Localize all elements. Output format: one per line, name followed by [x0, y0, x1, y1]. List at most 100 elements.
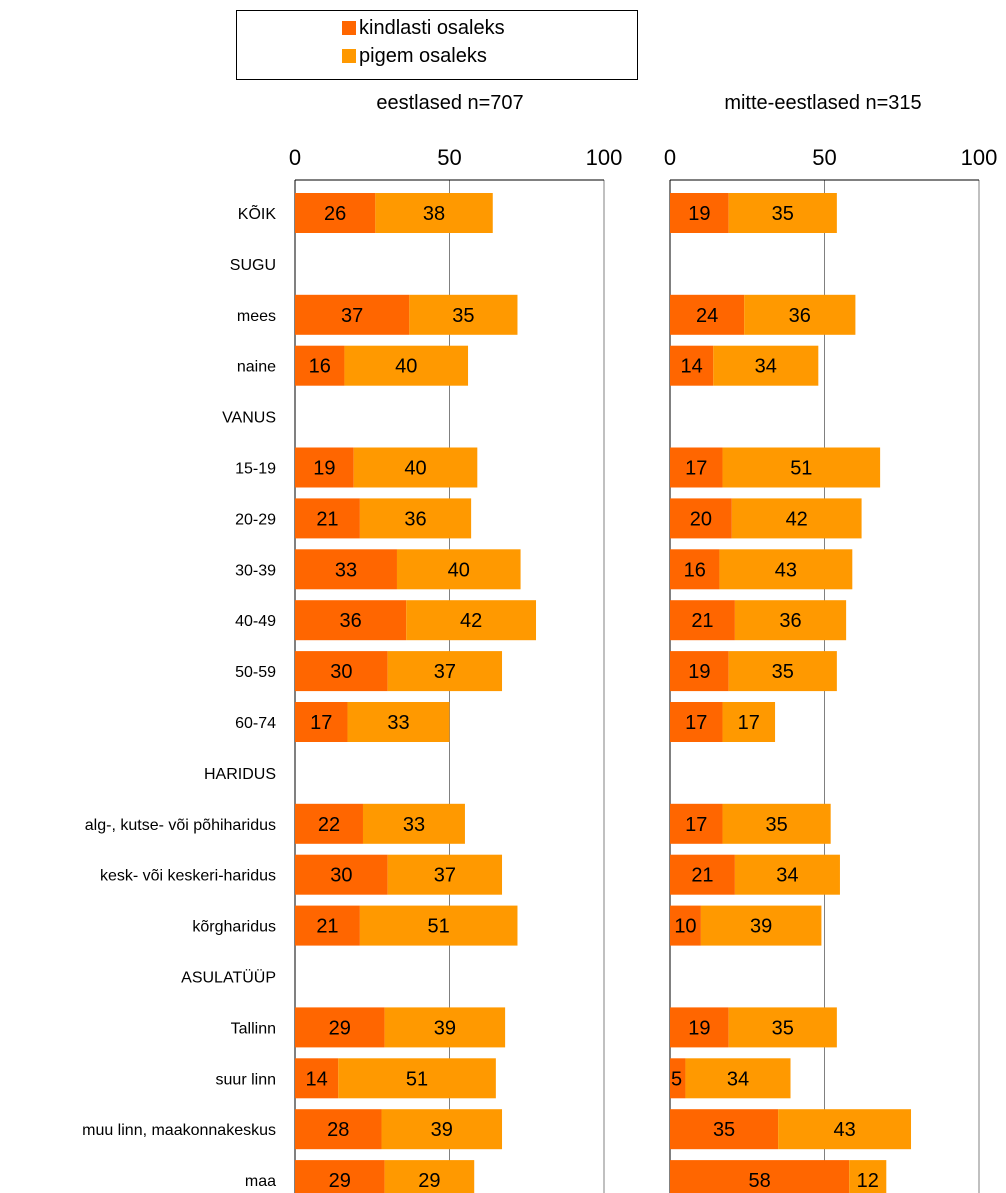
bar-label-0-1-9: 37	[434, 661, 456, 683]
bar-label-0-1-2: 35	[452, 305, 474, 327]
legend-item-pigem: pigem osaleks	[342, 44, 487, 68]
bar-1-1-16	[728, 1007, 837, 1048]
bar-0-0-7	[295, 549, 397, 590]
bar-0-1-10	[347, 702, 450, 742]
bar-label-0-0-0: 26	[324, 203, 346, 225]
bar-1-0-0	[670, 193, 729, 233]
bar-label-1-0-9: 19	[688, 661, 710, 683]
bar-label-0-0-17: 14	[306, 1068, 328, 1090]
category-label-13: kesk- või keskeri-haridus	[100, 868, 276, 885]
x-tick-label-0-50: 50	[437, 145, 461, 170]
bar-label-1-1-7: 43	[775, 559, 797, 581]
bar-label-1-1-0: 35	[772, 203, 794, 225]
bar-1-1-2	[744, 294, 856, 335]
legend-swatch-kindlasti	[342, 21, 356, 35]
legend-item-kindlasti: kindlasti osaleks	[342, 16, 505, 40]
x-tick-label-1-100: 100	[961, 145, 998, 170]
bar-1-0-6	[670, 498, 732, 539]
category-label-18: muu linn, maakonnakeskus	[82, 1122, 276, 1139]
bar-label-1-0-6: 20	[690, 508, 712, 530]
x-tick-label-0-100: 100	[586, 145, 623, 170]
bar-1-0-14	[670, 905, 701, 946]
category-label-10: 60-74	[235, 715, 276, 732]
x-tick-label-0-0: 0	[289, 145, 301, 170]
bar-label-1-0-3: 14	[681, 356, 703, 378]
category-label-14: kõrgharidus	[192, 919, 276, 936]
bar-label-0-0-10: 17	[310, 712, 332, 734]
bar-label-0-0-7: 33	[335, 559, 357, 581]
bar-0-0-16	[295, 1007, 385, 1048]
bar-1-1-6	[731, 498, 862, 539]
bar-1-1-7	[719, 549, 853, 590]
bar-label-0-0-8: 36	[339, 610, 361, 632]
bar-label-0-1-7: 40	[448, 559, 470, 581]
bar-0-0-12	[295, 803, 363, 844]
bar-0-0-10	[295, 702, 348, 742]
bar-1-0-7	[670, 549, 720, 590]
bar-1-1-3	[713, 345, 819, 386]
category-label-1: SUGU	[230, 257, 276, 274]
bar-1-0-10	[670, 702, 723, 742]
category-label-15: ASULATÜÜP	[181, 969, 276, 987]
bar-label-0-0-13: 30	[330, 865, 352, 887]
category-label-12: alg-, kutse- või põhiharidus	[85, 817, 276, 834]
bar-0-1-14	[359, 905, 518, 946]
bar-label-1-0-16: 19	[688, 1017, 710, 1039]
legend-swatch-pigem	[342, 49, 356, 63]
bar-0-0-18	[295, 1109, 382, 1150]
bar-0-0-17	[295, 1058, 339, 1099]
bar-label-1-0-8: 21	[691, 610, 713, 632]
bar-label-0-1-10: 33	[387, 712, 409, 734]
bar-0-0-13	[295, 854, 388, 895]
bar-label-1-0-14: 10	[674, 916, 696, 938]
bar-label-0-0-2: 37	[341, 305, 363, 327]
bar-0-1-8	[406, 600, 537, 641]
bar-1-1-8	[734, 600, 847, 641]
bar-label-1-1-2: 36	[789, 305, 811, 327]
bar-label-0-1-12: 33	[403, 814, 425, 836]
category-label-9: 50-59	[235, 664, 276, 681]
bar-label-0-0-16: 29	[329, 1017, 351, 1039]
category-label-11: HARIDUS	[204, 766, 276, 783]
panel-title-0: eestlased n=707	[376, 92, 523, 114]
bar-label-0-1-8: 42	[460, 610, 482, 632]
bar-0-0-0	[295, 193, 376, 233]
bar-1-1-5	[722, 447, 881, 488]
bar-1-1-14	[700, 905, 822, 946]
bar-label-1-1-16: 35	[772, 1017, 794, 1039]
bar-label-1-1-19: 12	[857, 1170, 879, 1192]
bar-1-1-12	[722, 803, 831, 844]
bar-label-0-1-18: 39	[431, 1119, 453, 1141]
legend-label-kindlasti: kindlasti osaleks	[359, 16, 505, 39]
bar-1-1-0	[728, 193, 837, 233]
bar-1-0-19	[670, 1160, 850, 1193]
bar-1-0-13	[670, 854, 735, 895]
x-tick-label-1-50: 50	[812, 145, 836, 170]
bar-label-1-0-13: 21	[691, 865, 713, 887]
bar-1-1-9	[728, 651, 837, 692]
bar-1-1-13	[734, 854, 840, 895]
category-label-3: naine	[237, 359, 276, 376]
x-tick-label-1-0: 0	[664, 145, 676, 170]
bar-1-0-17	[670, 1058, 686, 1099]
bar-0-0-2	[295, 294, 410, 335]
bar-label-1-0-19: 58	[748, 1170, 770, 1192]
bar-0-1-9	[387, 651, 503, 692]
bar-label-0-1-17: 51	[406, 1068, 428, 1090]
chart-legend: kindlasti osaleks pigem osaleks	[236, 10, 638, 80]
bar-0-0-9	[295, 651, 388, 692]
panel-title-1: mitte-eestlased n=315	[724, 92, 921, 114]
bar-1-0-12	[670, 803, 723, 844]
bar-label-0-0-18: 28	[327, 1119, 349, 1141]
bar-1-0-8	[670, 600, 735, 641]
bar-label-0-0-9: 30	[330, 661, 352, 683]
bar-label-1-1-12: 35	[765, 814, 787, 836]
bar-0-0-14	[295, 905, 360, 946]
bar-label-0-1-0: 38	[423, 203, 445, 225]
bar-label-0-0-12: 22	[318, 814, 340, 836]
bar-0-1-12	[362, 803, 465, 844]
bar-0-1-3	[344, 345, 469, 386]
bar-label-1-1-8: 36	[779, 610, 801, 632]
bar-label-1-1-18: 43	[833, 1119, 855, 1141]
